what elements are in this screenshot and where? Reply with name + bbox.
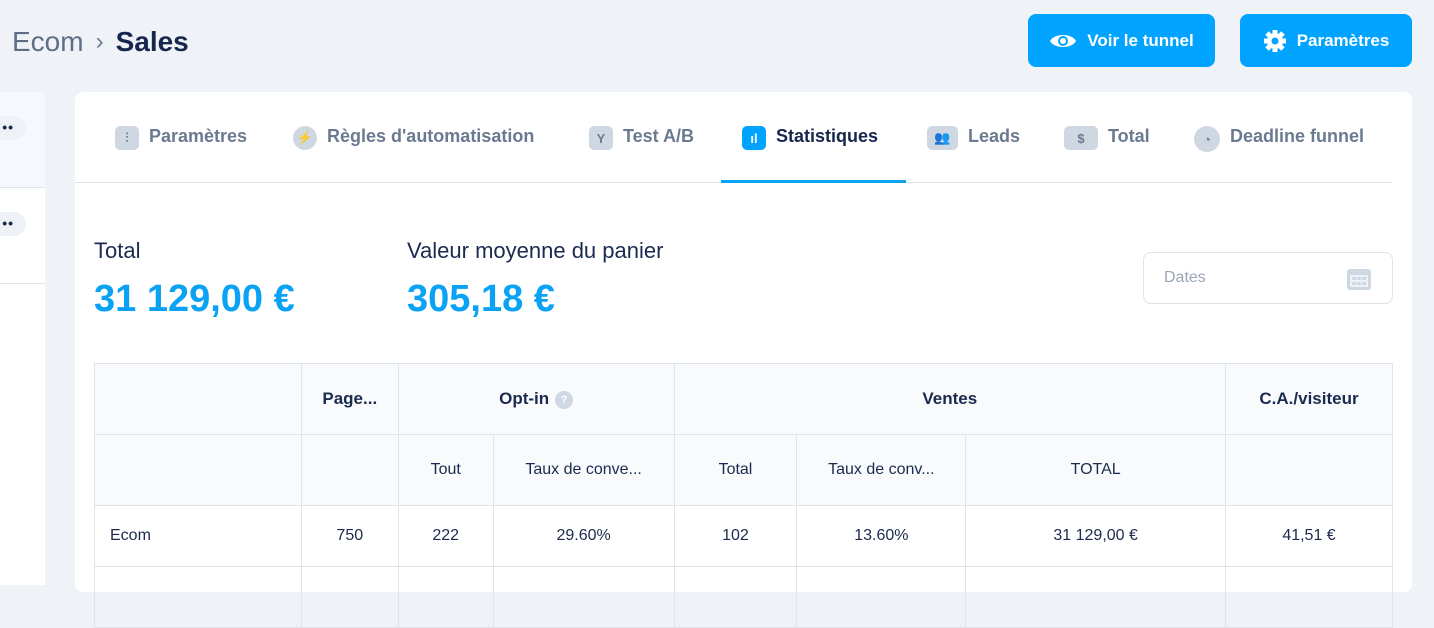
dates-placeholder: Dates	[1164, 269, 1206, 286]
tab-leads[interactable]: 👥 Leads	[927, 126, 1020, 183]
breadcrumb-ecom[interactable]: Ecom	[12, 26, 84, 57]
dates-picker[interactable]: Dates	[1143, 252, 1393, 304]
tab-total[interactable]: $ Total	[1064, 126, 1150, 183]
page-title: Sales	[115, 26, 189, 57]
users-icon: 👥	[927, 126, 958, 150]
subheader-tout: Tout	[397, 434, 494, 506]
tab-label: Total	[1108, 126, 1150, 146]
subheader-cell	[1225, 434, 1393, 506]
header-ca-visitor: C.A./visiteur	[1225, 363, 1393, 435]
dollar-icon: $	[1064, 126, 1098, 150]
avg-cart-label: Valeur moyenne du panier	[407, 238, 664, 263]
tab-label: Leads	[968, 126, 1021, 146]
tab-automation-rules[interactable]: ⚡ Règles d'automatisation	[293, 126, 534, 183]
split-icon: Y	[589, 126, 613, 150]
cell-sales-rate: 13.60%	[796, 505, 967, 567]
help-icon[interactable]: ?	[555, 390, 574, 409]
subheader-optin-rate: Taux de conve...	[492, 434, 675, 506]
cell-revenue-per-visitor: 41,51 €	[1225, 505, 1393, 567]
header-ventes: Ventes	[673, 363, 1227, 435]
table-row: Ecom 750 222 29.60% 102 13.60% 31 129,00…	[94, 505, 1393, 567]
tab-label: Règles d'automatisation	[327, 126, 535, 146]
subheader-total-revenue: TOTAL	[965, 434, 1227, 506]
tab-label: Paramètres	[149, 126, 248, 146]
avg-cart-value: 305,18 €	[407, 278, 555, 320]
sidebar-item[interactable]: ••	[0, 188, 45, 284]
more-icon[interactable]: ••	[0, 116, 26, 140]
header-empty	[94, 363, 302, 435]
eye-icon	[1050, 34, 1077, 47]
more-icon[interactable]: ••	[0, 212, 26, 236]
cell-optin-all: 222	[397, 505, 494, 567]
tab-label: Deadline funnel	[1230, 126, 1365, 146]
total-value: 31 129,00 €	[94, 278, 295, 320]
subheader-cell	[300, 434, 399, 506]
tab-label: Statistiques	[776, 126, 879, 146]
settings-button[interactable]: Paramètres	[1240, 14, 1412, 67]
sidebar: •• ••	[0, 92, 45, 585]
tab-bar: ⫶ Paramètres ⚡ Règles d'automatisation Y Te…	[75, 92, 1392, 183]
view-funnel-button[interactable]: Voir le tunnel	[1028, 14, 1215, 67]
table-subheader: Tout Taux de conve... Total Taux de conv…	[94, 434, 1393, 506]
sliders-icon: ⫶	[115, 126, 139, 150]
sidebar-item[interactable]: ••	[0, 92, 45, 188]
bar-chart-icon: ıl	[742, 126, 766, 150]
clock-icon: ◔	[1194, 126, 1220, 152]
calendar-icon	[1347, 269, 1371, 290]
tab-deadline-funnel[interactable]: ◔ Deadline funnel	[1194, 126, 1364, 183]
tab-statistics[interactable]: ıl Statistiques	[721, 126, 906, 183]
cell-sales-total: 102	[673, 505, 798, 567]
tab-ab-test[interactable]: Y Test A/B	[589, 126, 694, 183]
settings-label: Paramètres	[1296, 30, 1390, 50]
breadcrumb: › Ecom › Sales	[0, 24, 189, 60]
tab-parametres[interactable]: ⫶ Paramètres	[115, 126, 247, 183]
tab-label: Test A/B	[623, 126, 695, 146]
total-label: Total	[94, 238, 141, 263]
chevron-right-icon: ›	[95, 28, 104, 55]
header-optin: Opt-in?	[397, 363, 675, 435]
bolt-icon: ⚡	[293, 126, 317, 150]
table-row	[94, 566, 1393, 628]
subheader-sales-total: Total	[673, 434, 798, 506]
cell-pages: 750	[300, 505, 399, 567]
table-group-header: Page... Opt-in? Ventes C.A./visiteur	[94, 363, 1393, 435]
optin-label: Opt-in	[499, 389, 550, 408]
row-name: Ecom	[94, 505, 302, 567]
subheader-sales-rate: Taux de conv...	[796, 434, 967, 506]
cell-revenue: 31 129,00 €	[965, 505, 1227, 567]
subheader-cell	[94, 434, 302, 506]
stats-table: Page... Opt-in? Ventes C.A./visiteur Tou…	[94, 363, 1393, 628]
header-pages[interactable]: Page...	[300, 363, 399, 435]
cell-optin-rate: 29.60%	[492, 505, 675, 567]
view-funnel-label: Voir le tunnel	[1087, 30, 1194, 50]
statistics-card: ⫶ Paramètres ⚡ Règles d'automatisation Y Te…	[75, 92, 1412, 628]
gear-icon	[1263, 29, 1286, 52]
